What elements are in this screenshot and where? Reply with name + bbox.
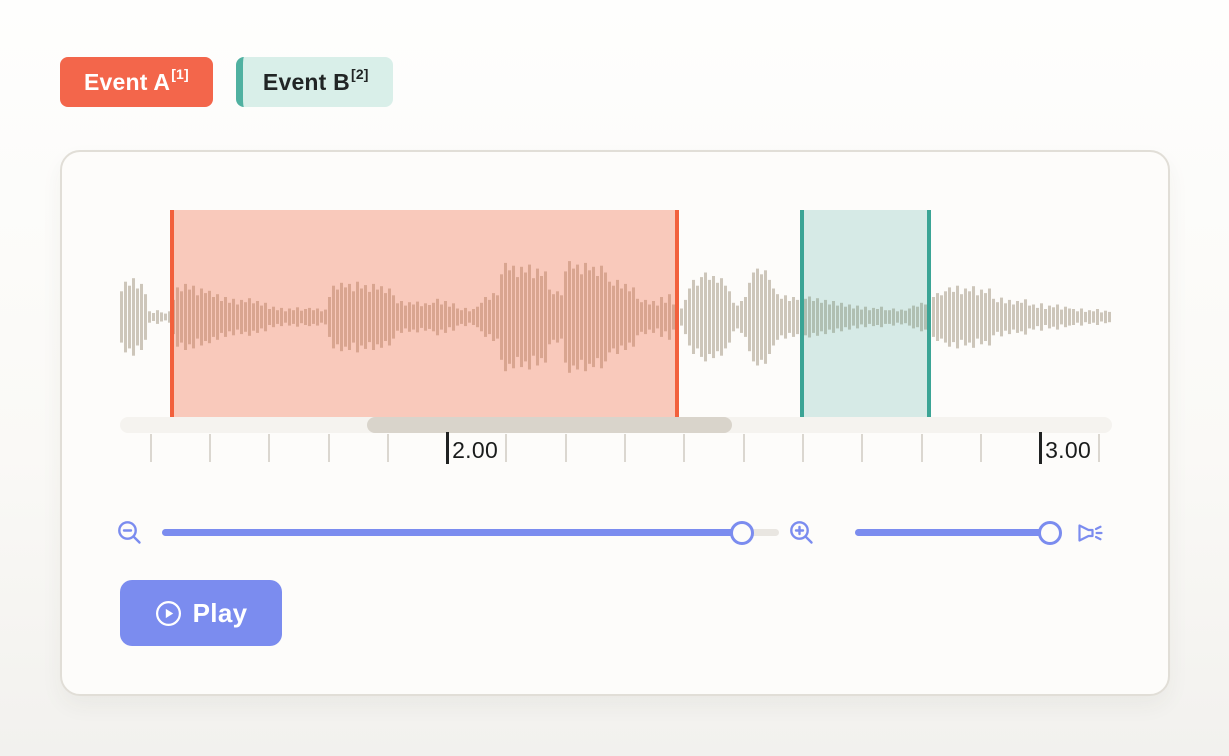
waveform-scrollbar-thumb[interactable] — [367, 417, 733, 433]
event-a-shortcut: [1] — [171, 66, 189, 82]
play-icon — [155, 600, 182, 627]
volume-slider-fill — [855, 529, 1050, 536]
ruler-minor-tick — [1098, 434, 1101, 462]
ruler-minor-tick — [979, 434, 982, 462]
time-ruler: 2.00 3.00 — [120, 432, 1112, 468]
ruler-major-tick — [446, 432, 450, 464]
event-a-chip[interactable]: Event A [1] — [60, 57, 213, 107]
volume-slider-thumb[interactable] — [1038, 521, 1062, 545]
ruler-minor-tick — [564, 434, 567, 462]
zoom-slider-thumb[interactable] — [730, 521, 754, 545]
ruler-tick-label: 3.00 — [1045, 437, 1092, 463]
ruler-minor-tick — [920, 434, 923, 462]
ruler-minor-tick — [208, 434, 211, 462]
waveform-area[interactable] — [120, 210, 1112, 417]
play-button-label: Play — [192, 597, 248, 628]
zoom-slider-fill — [162, 529, 742, 536]
zoom-slider[interactable] — [162, 529, 779, 536]
zoom-in-icon[interactable] — [788, 519, 816, 547]
region-event-a[interactable] — [169, 210, 679, 417]
play-button[interactable]: Play — [120, 580, 282, 646]
event-a-label: Event A — [84, 68, 171, 95]
ruler-minor-tick — [327, 434, 330, 462]
waveform-scrollbar-track[interactable] — [120, 417, 1112, 433]
audio-annotator-card: 2.00 3.00 — [60, 150, 1170, 696]
ruler-minor-tick — [149, 434, 152, 462]
waveform[interactable] — [120, 210, 1112, 417]
ruler-minor-tick — [624, 434, 626, 462]
event-label-chips: Event A [1] Event B [2] — [60, 57, 393, 107]
ruler-major-tick — [1039, 432, 1043, 464]
volume-slider[interactable] — [855, 529, 1062, 536]
volume-icon[interactable] — [1075, 518, 1103, 546]
event-b-chip[interactable]: Event B [2] — [235, 57, 393, 107]
ruler-tick-label: 2.00 — [452, 437, 499, 463]
ruler-minor-tick — [505, 434, 508, 462]
event-b-label: Event B — [262, 68, 350, 95]
ruler-minor-tick — [268, 434, 271, 462]
event-b-shortcut: [2] — [350, 66, 369, 82]
ruler-minor-tick — [386, 434, 389, 462]
ruler-minor-tick — [683, 434, 686, 462]
ruler-minor-tick — [861, 434, 864, 462]
ruler-minor-tick — [801, 434, 804, 462]
ruler-minor-tick — [742, 434, 745, 462]
zoom-out-icon[interactable] — [116, 519, 144, 547]
region-event-b[interactable] — [799, 210, 932, 417]
